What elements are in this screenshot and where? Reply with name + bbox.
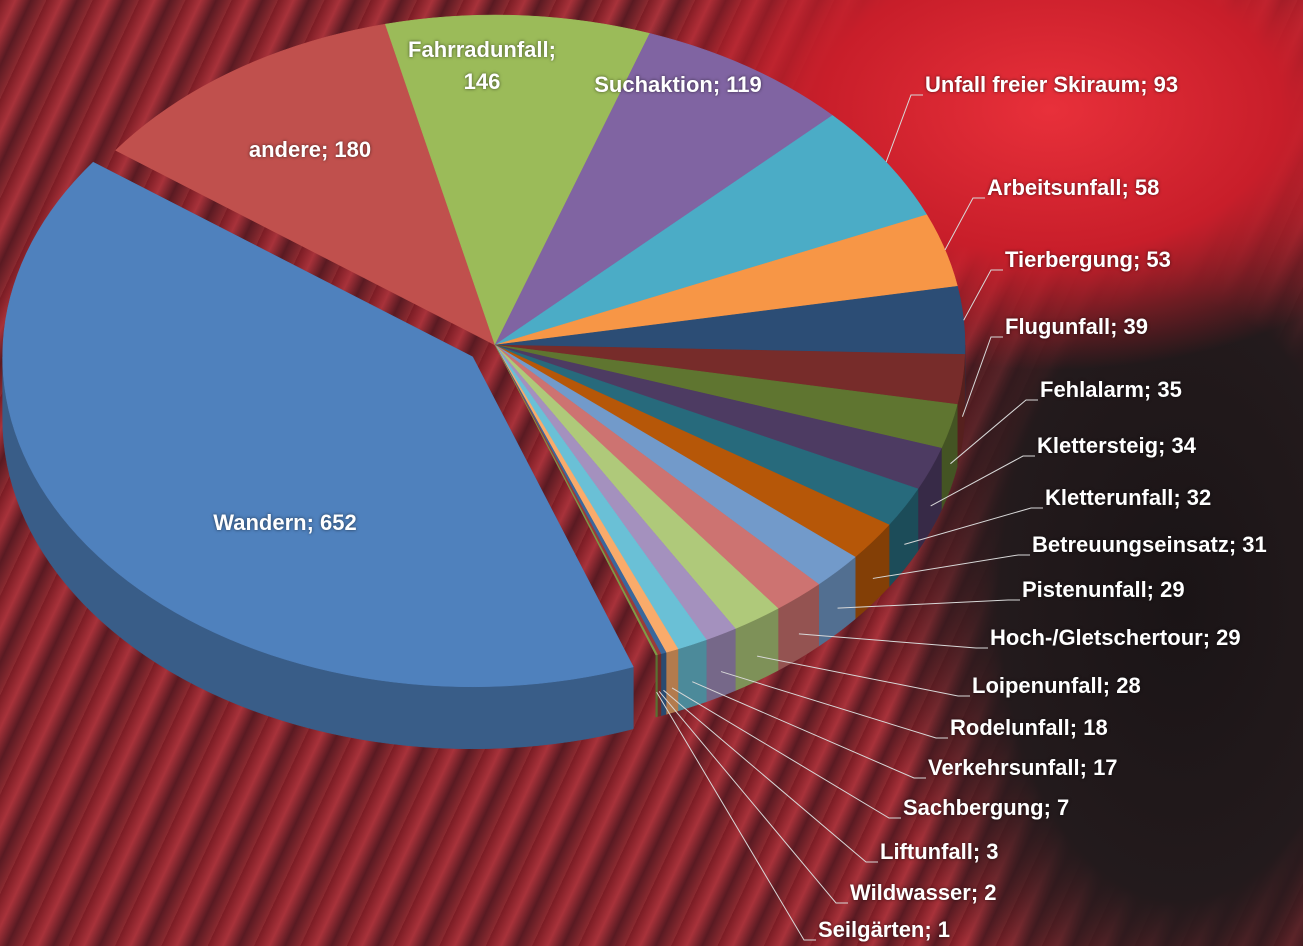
slice — [115, 23, 496, 346]
data-label: Suchaktion; 119 — [594, 72, 762, 97]
data-label: Liftunfall; 3 — [880, 839, 999, 864]
leader-line — [950, 399, 1038, 465]
slice — [494, 344, 658, 656]
data-label: andere; 180 — [248, 137, 372, 162]
leader-line — [656, 691, 816, 941]
leader-line — [837, 599, 1020, 609]
slice-side — [657, 653, 662, 717]
data-label: Kletterunfall; 32 — [1045, 485, 1212, 510]
leader-line — [904, 507, 1043, 545]
slice — [494, 115, 928, 346]
leader-line — [961, 336, 1003, 417]
data-label: Wildwasser; 2 — [850, 880, 997, 905]
data-label: Fehlalarm; 35 — [1040, 377, 1182, 402]
data-label: Verkehrsunfall; 17 — [928, 755, 1118, 780]
data-label: Unfall freier Skiraum; 93 — [925, 72, 1179, 97]
leader-line — [963, 269, 1003, 321]
leader-line — [757, 655, 970, 697]
data-label: Hoch-/Gletschertour; 29 — [990, 625, 1241, 650]
data-label: Pistenunfall; 29 — [1022, 577, 1185, 602]
leader-line — [885, 94, 923, 163]
data-label: Fahrradunfall; 146 — [408, 37, 556, 94]
data-label: Wandern; 652 — [213, 510, 357, 535]
leader-line — [720, 671, 948, 739]
data-label: Sachbergung; 7 — [903, 795, 1070, 820]
leader-line — [658, 691, 848, 904]
slice — [2, 161, 634, 688]
leader-line — [944, 197, 985, 251]
slice-side — [706, 628, 736, 703]
slice — [494, 33, 833, 346]
leader-line — [671, 687, 901, 819]
leader-line — [872, 554, 1030, 579]
leader-line — [692, 681, 926, 779]
slice — [494, 214, 958, 346]
leader-line — [663, 689, 878, 863]
slice — [384, 14, 651, 346]
data-label: Loipenunfall; 28 — [972, 673, 1141, 698]
data-label: Arbeitsunfall; 58 — [987, 175, 1160, 200]
data-label: Seilgärten; 1 — [818, 917, 951, 942]
data-label: Tierbergung; 53 — [1005, 247, 1171, 272]
data-label: Flugunfall; 39 — [1005, 314, 1148, 339]
leader-line — [798, 633, 988, 649]
leader-line — [930, 455, 1035, 507]
data-label: Betreuungseinsatz; 31 — [1032, 532, 1267, 557]
data-label: Klettersteig; 34 — [1037, 433, 1196, 458]
slice-side — [665, 648, 679, 715]
data-label: Rodelunfall; 18 — [950, 715, 1108, 740]
slice-side — [655, 654, 658, 718]
